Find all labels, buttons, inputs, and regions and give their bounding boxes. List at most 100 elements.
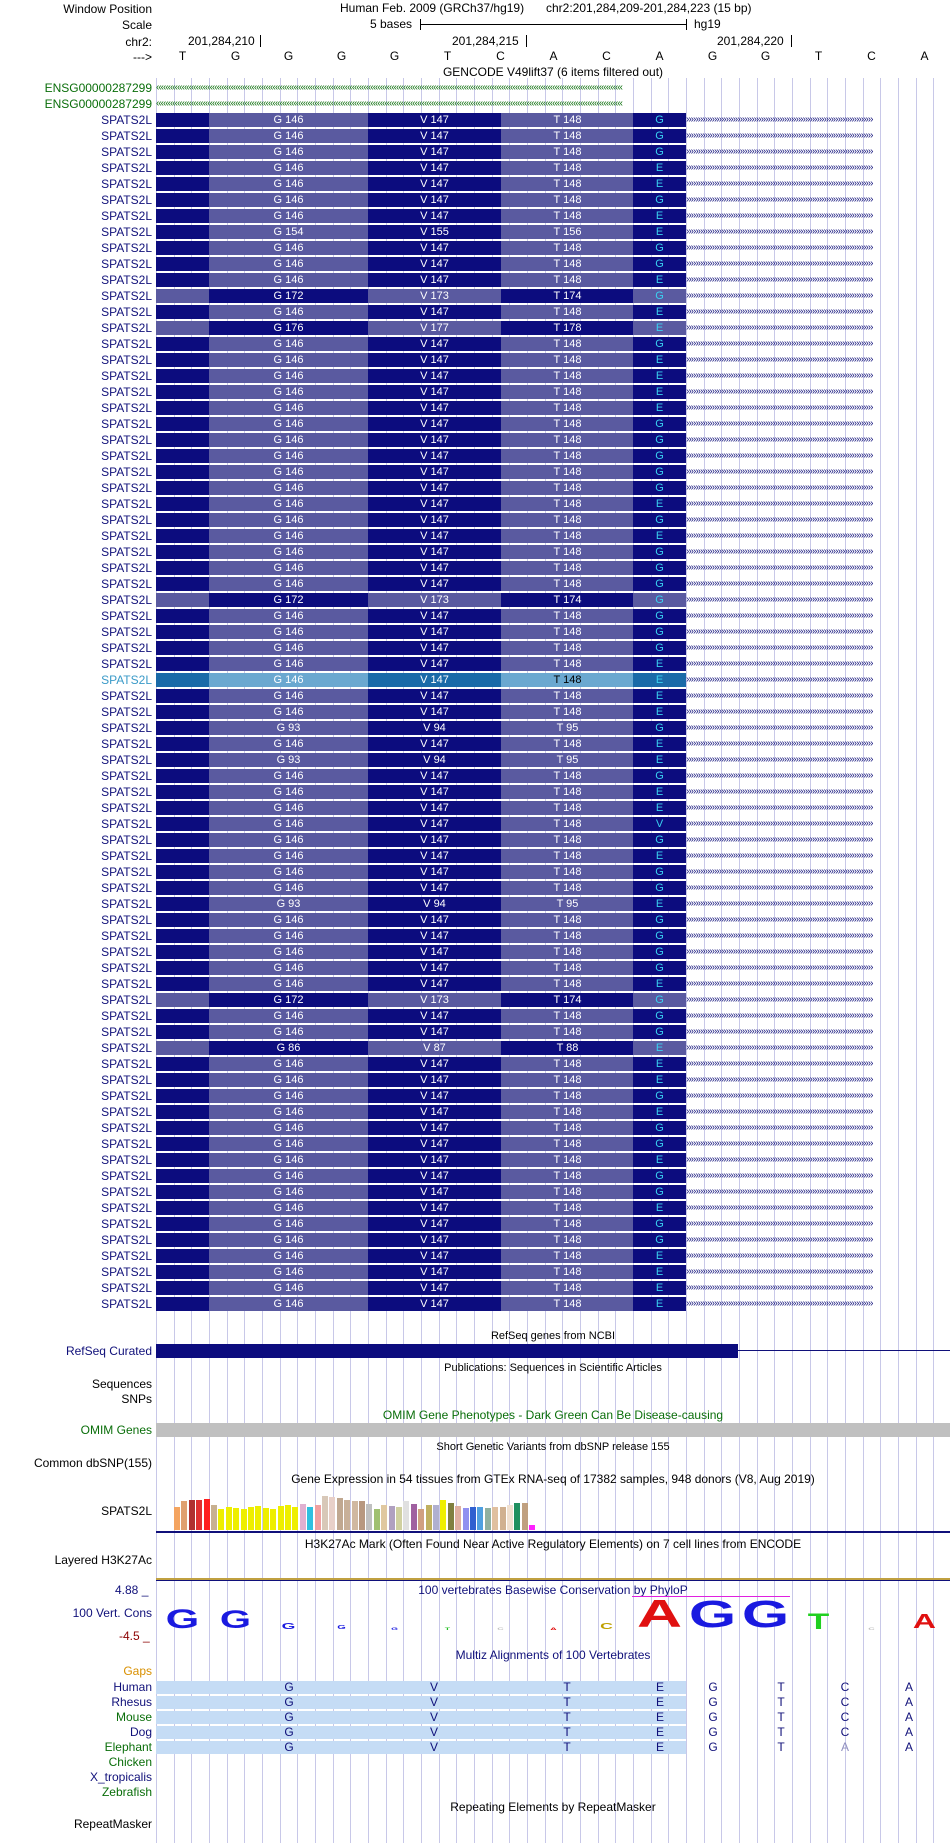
exon-codon-block[interactable]: [156, 305, 209, 319]
gene-row-label[interactable]: SPATS2L: [101, 1089, 152, 1103]
gtex-tissue-bar[interactable]: [225, 1507, 232, 1530]
exon-codon-block[interactable]: T 148: [501, 193, 634, 207]
intron-strand-arrows[interactable]: ››››››››››››››››››››››››››››››››››››››››…: [686, 482, 873, 493]
exon-codon-block[interactable]: G: [633, 1185, 686, 1199]
gene-row-label[interactable]: SPATS2L: [101, 273, 152, 287]
gene-row-label[interactable]: SPATS2L: [101, 625, 152, 639]
gtex-tissue-bar[interactable]: [188, 1500, 195, 1530]
exon-codon-block[interactable]: [156, 529, 209, 543]
exon-codon-block[interactable]: T 148: [501, 1073, 634, 1087]
species-label[interactable]: Mouse: [115, 1710, 152, 1724]
exon-codon-block[interactable]: G 146: [209, 129, 368, 143]
exon-codon-block[interactable]: [156, 241, 209, 255]
intron-strand-arrows[interactable]: ››››››››››››››››››››››››››››››››››››››››…: [686, 594, 873, 605]
exon-codon-block[interactable]: T 148: [501, 801, 634, 815]
intron-strand-arrows[interactable]: ››››››››››››››››››››››››››››››››››››››››…: [686, 114, 873, 125]
exon-codon-block[interactable]: V 147: [368, 1057, 501, 1071]
exon-codon-block[interactable]: [156, 1089, 209, 1103]
intron-strand-arrows[interactable]: ››››››››››››››››››››››››››››››››››››››››…: [686, 914, 873, 925]
exon-codon-block[interactable]: T 178: [501, 321, 634, 335]
exon-codon-block[interactable]: [156, 417, 209, 431]
gtex-tissue-bar[interactable]: [396, 1507, 402, 1530]
gtex-tissue-bar[interactable]: [521, 1503, 528, 1530]
exon-codon-block[interactable]: T 148: [501, 577, 634, 591]
gtex-tissue-bar[interactable]: [322, 1496, 328, 1530]
exon-codon-block[interactable]: T 148: [501, 337, 634, 351]
intron-strand-arrows[interactable]: ››››››››››››››››››››››››››››››››››››››››…: [686, 562, 873, 573]
gene-row-label[interactable]: SPATS2L: [101, 993, 152, 1007]
exon-codon-block[interactable]: G 146: [209, 1009, 368, 1023]
exon-codon-block[interactable]: V 147: [368, 801, 501, 815]
exon-codon-block[interactable]: G 146: [209, 449, 368, 463]
exon-codon-block[interactable]: E: [633, 657, 686, 671]
exon-codon-block[interactable]: T 148: [501, 1217, 634, 1231]
exon-codon-block[interactable]: V 147: [368, 1217, 501, 1231]
exon-codon-block[interactable]: T 148: [501, 209, 634, 223]
exon-codon-block[interactable]: G 146: [209, 417, 368, 431]
alignment-block[interactable]: [156, 1711, 686, 1724]
exon-codon-block[interactable]: E: [633, 225, 686, 239]
gtex-tissue-bar[interactable]: [410, 1504, 417, 1530]
exon-codon-block[interactable]: G 146: [209, 689, 368, 703]
gene-row-label[interactable]: SPATS2L: [101, 1249, 152, 1263]
exon-codon-block[interactable]: G 146: [209, 1153, 368, 1167]
exon-codon-block[interactable]: G 146: [209, 1281, 368, 1295]
gene-row-label[interactable]: SPATS2L: [101, 897, 152, 911]
exon-codon-block[interactable]: T 148: [501, 865, 634, 879]
exon-codon-block[interactable]: [156, 849, 209, 863]
exon-codon-block[interactable]: [156, 257, 209, 271]
exon-codon-block[interactable]: E: [633, 1073, 686, 1087]
exon-codon-block[interactable]: [156, 561, 209, 575]
intron-strand-arrows[interactable]: ››››››››››››››››››››››››››››››››››››››››…: [686, 498, 873, 509]
exon-codon-block[interactable]: G 146: [209, 1057, 368, 1071]
exon-codon-block[interactable]: V 147: [368, 737, 501, 751]
omim-bar[interactable]: [156, 1423, 950, 1437]
exon-codon-block[interactable]: T 88: [501, 1041, 634, 1055]
exon-codon-block[interactable]: V 147: [368, 817, 501, 831]
exon-codon-block[interactable]: E: [633, 705, 686, 719]
exon-codon-block[interactable]: V 147: [368, 1169, 501, 1183]
exon-codon-block[interactable]: [156, 433, 209, 447]
exon-codon-block[interactable]: [156, 1153, 209, 1167]
exon-codon-block[interactable]: V 147: [368, 1121, 501, 1135]
exon-codon-block[interactable]: V 147: [368, 609, 501, 623]
exon-codon-block[interactable]: [156, 817, 209, 831]
gtex-tissue-bar[interactable]: [418, 1509, 425, 1530]
exon-codon-block[interactable]: T 148: [501, 449, 634, 463]
exon-codon-block[interactable]: V 147: [368, 945, 501, 959]
exon-codon-block[interactable]: G: [633, 625, 686, 639]
exon-codon-block[interactable]: T 148: [501, 433, 634, 447]
intron-strand-arrows[interactable]: ››››››››››››››››››››››››››››››››››››››››…: [686, 818, 873, 829]
exon-codon-block[interactable]: E: [633, 849, 686, 863]
gene-row-label[interactable]: SPATS2L: [101, 865, 152, 879]
exon-codon-block[interactable]: [156, 193, 209, 207]
gtex-tissue-bar[interactable]: [329, 1497, 336, 1530]
exon-codon-block[interactable]: [156, 1041, 209, 1055]
exon-codon-block[interactable]: E: [633, 529, 686, 543]
exon-codon-block[interactable]: G: [633, 721, 686, 735]
intron-strand-arrows[interactable]: ››››››››››››››››››››››››››››››››››››››››…: [686, 1186, 873, 1197]
intron-strand-arrows[interactable]: ››››››››››››››››››››››››››››››››››››››››…: [686, 706, 873, 717]
exon-codon-block[interactable]: T 148: [501, 817, 634, 831]
exon-codon-block[interactable]: [156, 113, 209, 127]
exon-codon-block[interactable]: V 147: [368, 465, 501, 479]
intron-strand-arrows[interactable]: ››››››››››››››››››››››››››››››››››››››››…: [686, 370, 873, 381]
gene-row-label[interactable]: SPATS2L: [101, 833, 152, 847]
exon-codon-block[interactable]: V 147: [368, 1201, 501, 1215]
exon-codon-block[interactable]: V 147: [368, 1105, 501, 1119]
intron-strand-arrows[interactable]: ››››››››››››››››››››››››››››››››››››››››…: [686, 450, 873, 461]
exon-codon-block[interactable]: E: [633, 273, 686, 287]
gene-row-label[interactable]: SPATS2L: [101, 353, 152, 367]
exon-codon-block[interactable]: G 146: [209, 625, 368, 639]
exon-codon-block[interactable]: E: [633, 1265, 686, 1279]
exon-codon-block[interactable]: [156, 337, 209, 351]
intron-strand-arrows[interactable]: ››››››››››››››››››››››››››››››››››››››››…: [686, 162, 873, 173]
exon-codon-block[interactable]: [156, 657, 209, 671]
exon-codon-block[interactable]: G 146: [209, 193, 368, 207]
exon-codon-block[interactable]: E: [633, 673, 686, 687]
gtex-tissue-bar[interactable]: [499, 1507, 506, 1530]
exon-codon-block[interactable]: T 174: [501, 993, 634, 1007]
exon-codon-block[interactable]: E: [633, 209, 686, 223]
exon-codon-block[interactable]: G 146: [209, 305, 368, 319]
intron-strand-arrows[interactable]: ››››››››››››››››››››››››››››››››››››››››…: [686, 1298, 873, 1309]
